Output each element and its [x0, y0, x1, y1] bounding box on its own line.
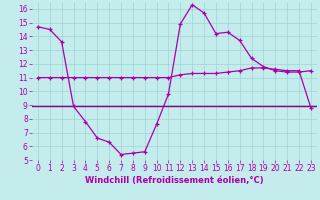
X-axis label: Windchill (Refroidissement éolien,°C): Windchill (Refroidissement éolien,°C): [85, 176, 264, 185]
